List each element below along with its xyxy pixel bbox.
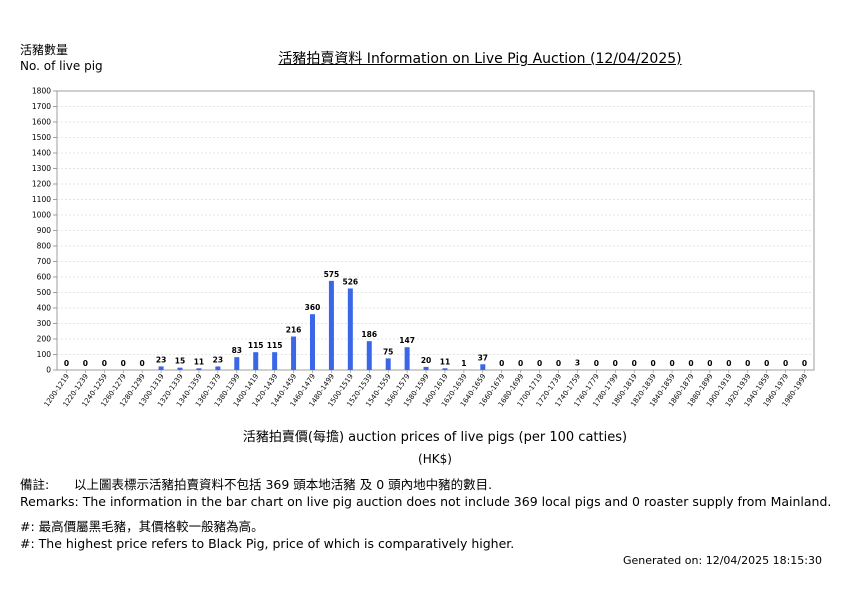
y-tick-label: 300 <box>37 319 52 328</box>
bar <box>385 358 391 370</box>
data-label: 3 <box>575 359 580 368</box>
data-label: 37 <box>478 353 488 362</box>
data-label: 23 <box>213 355 223 364</box>
data-label: 0 <box>669 359 674 368</box>
y-tick-label: 1300 <box>32 164 51 173</box>
data-label: 575 <box>324 270 340 279</box>
generated-timestamp: Generated on: 12/04/2025 18:15:30 <box>622 554 822 567</box>
chart-title: 活豬拍賣資料 Information on Live Pig Auction (… <box>278 51 682 67</box>
data-label: 0 <box>83 359 88 368</box>
bar <box>215 366 221 370</box>
data-label: 0 <box>651 359 656 368</box>
y-tick-label: 800 <box>37 242 52 251</box>
y-tick-label: 1500 <box>32 133 51 142</box>
bar-chart: 0100200300400500600700800900100011001200… <box>32 87 815 408</box>
data-label: 15 <box>175 357 185 366</box>
data-label: 360 <box>305 303 321 312</box>
x-axis-unit: (HK$) <box>418 452 452 466</box>
bar <box>272 352 278 370</box>
data-label: 1 <box>461 359 466 368</box>
data-label: 115 <box>248 341 264 350</box>
data-label: 0 <box>764 359 769 368</box>
bar <box>480 364 486 370</box>
y-tick-label: 1100 <box>32 195 51 204</box>
bar <box>177 367 183 370</box>
data-label: 0 <box>632 359 637 368</box>
data-label: 216 <box>286 326 302 335</box>
data-label: 0 <box>613 359 618 368</box>
data-label: 0 <box>707 359 712 368</box>
remarks-zh-row: 備註: 以上圖表標示活豬拍賣資料不包括 369 頭本地活豬 及 0 頭內地中豬的… <box>20 476 831 493</box>
remarks: 備註: 以上圖表標示活豬拍賣資料不包括 369 頭本地活豬 及 0 頭內地中豬的… <box>20 476 831 510</box>
y-tick-label: 600 <box>37 273 52 282</box>
y-tick-label: 700 <box>37 257 52 266</box>
data-label: 0 <box>688 359 693 368</box>
y-tick-label: 0 <box>46 366 51 375</box>
bar <box>291 336 297 370</box>
data-label: 75 <box>383 347 393 356</box>
remarks-zh-lead: 備註: <box>20 477 50 492</box>
y-tick-label: 1200 <box>32 180 51 189</box>
bar <box>234 357 240 370</box>
y-axis-title-zh: 活豬數量 <box>20 43 69 57</box>
data-label: 0 <box>537 359 542 368</box>
data-label: 0 <box>102 359 107 368</box>
bar <box>253 352 259 370</box>
data-label: 0 <box>745 359 750 368</box>
y-tick-label: 1800 <box>32 87 51 96</box>
bar <box>347 288 353 370</box>
y-tick-label: 1700 <box>32 102 51 111</box>
data-label: 147 <box>399 336 415 345</box>
y-axis-title-en: No. of live pig <box>20 59 103 73</box>
bar <box>309 314 315 370</box>
data-label: 0 <box>556 359 561 368</box>
note-zh: #: 最高價屬黑毛豬，其價格較一般豬為高。 <box>20 519 264 534</box>
data-label: 0 <box>140 359 145 368</box>
y-tick-label: 1400 <box>32 149 51 158</box>
y-tick-label: 200 <box>37 335 52 344</box>
data-label: 23 <box>156 355 166 364</box>
y-tick-label: 900 <box>37 226 52 235</box>
data-label: 0 <box>121 359 126 368</box>
data-label: 0 <box>499 359 504 368</box>
bar <box>404 347 410 370</box>
y-tick-label: 1600 <box>32 118 51 127</box>
data-label: 0 <box>783 359 788 368</box>
y-tick-label: 100 <box>37 350 52 359</box>
bar <box>366 341 372 370</box>
data-label: 0 <box>64 359 69 368</box>
data-label: 526 <box>343 277 359 286</box>
remarks-en: Remarks: The information in the bar char… <box>20 494 832 509</box>
data-label: 20 <box>421 356 431 365</box>
y-axis-title: 活豬數量 No. of live pig <box>20 42 103 74</box>
bar <box>442 368 448 370</box>
notes: #: 最高價屬黑毛豬，其價格較一般豬為高。 #: The highest pri… <box>20 518 514 552</box>
x-axis-title: 活豬拍賣價(每擔) auction prices of live pigs (p… <box>242 430 628 445</box>
bar <box>423 366 429 370</box>
data-label: 186 <box>361 330 377 339</box>
data-label: 0 <box>594 359 599 368</box>
data-label: 83 <box>232 346 242 355</box>
bar <box>328 280 334 370</box>
data-label: 0 <box>726 359 731 368</box>
data-label: 11 <box>194 357 204 366</box>
data-label: 115 <box>267 341 283 350</box>
y-tick-label: 500 <box>37 288 52 297</box>
bar <box>196 368 202 370</box>
note-en: #: The highest price refers to Black Pig… <box>20 536 515 551</box>
data-label: 0 <box>518 359 523 368</box>
y-tick-label: 400 <box>37 304 52 313</box>
y-tick-label: 1000 <box>32 211 51 220</box>
data-label: 11 <box>440 357 450 366</box>
bar <box>158 366 164 370</box>
remarks-zh: 以上圖表標示活豬拍賣資料不包括 369 頭本地活豬 及 0 頭內地中豬的數目. <box>74 477 493 492</box>
data-label: 0 <box>802 359 807 368</box>
